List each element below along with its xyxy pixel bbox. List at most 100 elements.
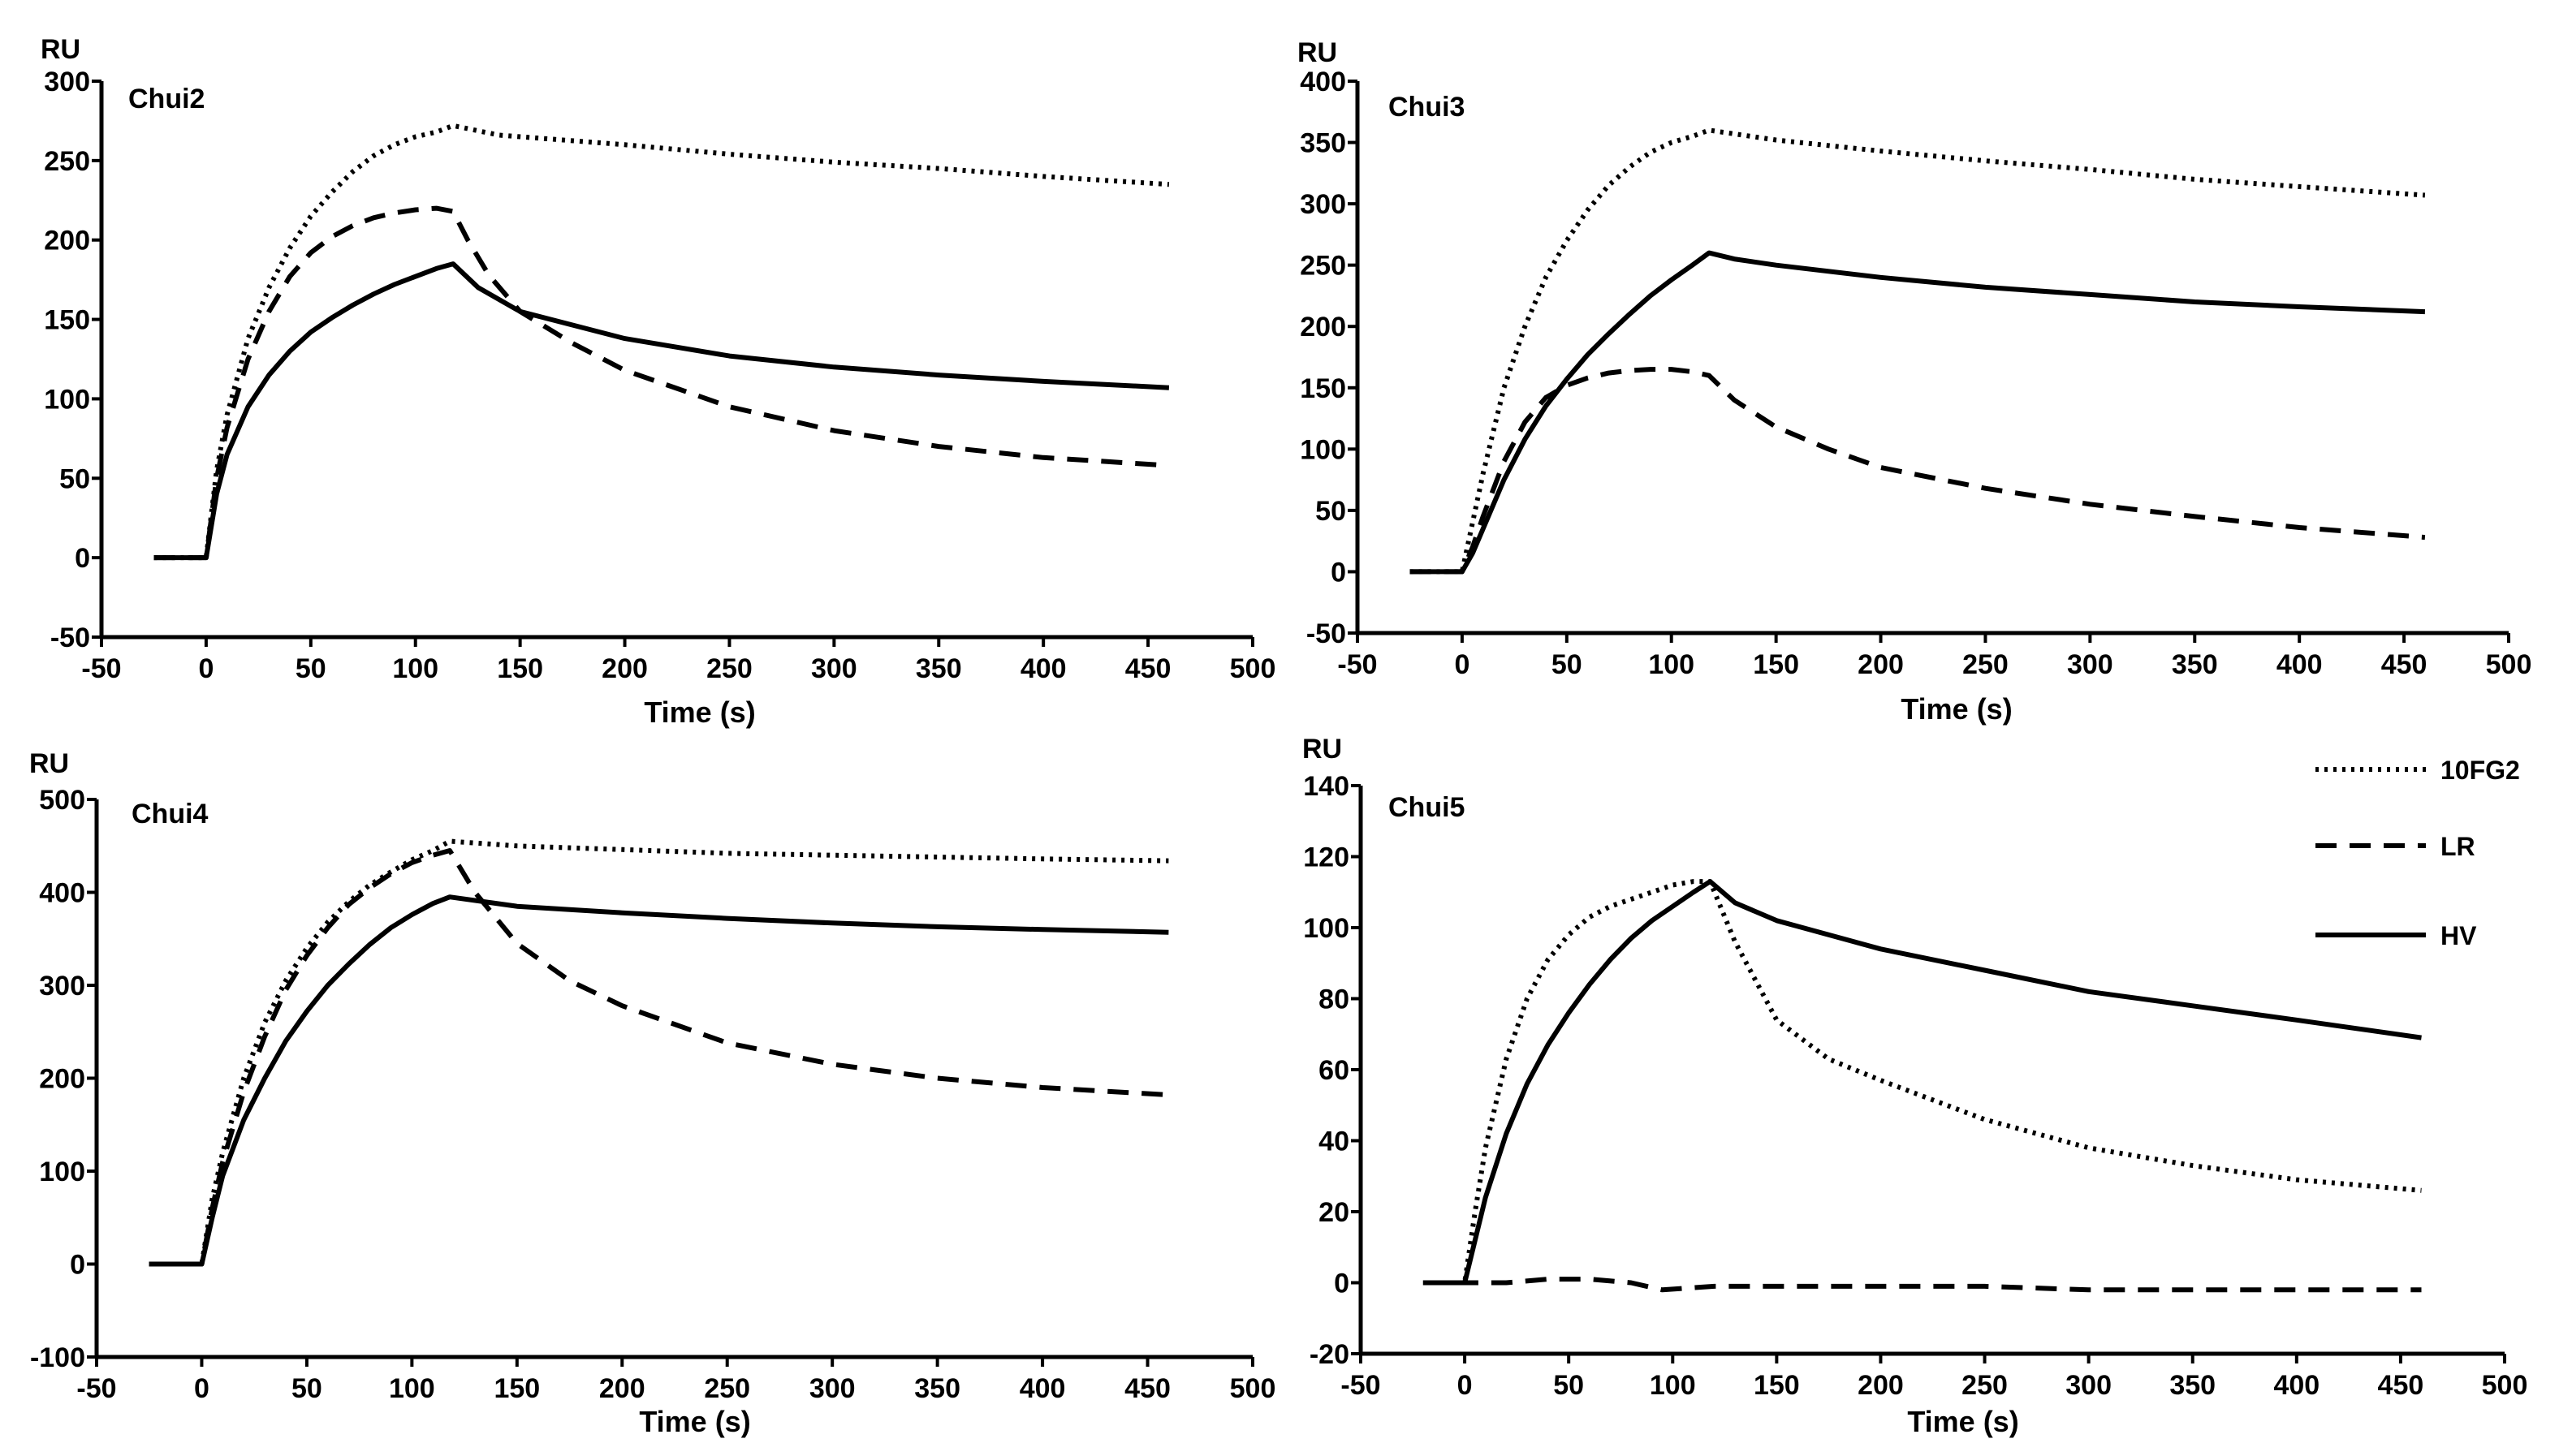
y-tick-label: 250	[1300, 251, 1346, 282]
y-tick-label: 400	[1300, 67, 1346, 97]
panel-chui3: RU Chui3 Time (s) -50 0 50 100 150 200 250 300 3…	[1297, 37, 2531, 726]
x-tick-label: 400	[1020, 1373, 1066, 1404]
y-tick-label: 300	[39, 971, 85, 1002]
y-unit-label: RU	[41, 34, 80, 65]
x-tick-label: 450	[2378, 1370, 2424, 1401]
x-tick-label: 150	[497, 653, 543, 684]
y-unit-label: RU	[1302, 734, 1342, 765]
x-tick-label: 50	[296, 653, 326, 684]
x-tick-label: 450	[2381, 649, 2427, 680]
y-tick-label: 300	[44, 67, 90, 97]
y-tick-label: 50	[1315, 496, 1346, 527]
x-tick-label: 200	[602, 653, 648, 684]
y-tick-label: 0	[75, 543, 90, 574]
series-line-hv	[149, 894, 1169, 1267]
x-tick-label: 0	[198, 653, 214, 684]
x-tick-label: 350	[914, 1373, 960, 1404]
series-line-hv	[1409, 250, 2426, 575]
x-tick-label: 150	[1754, 1370, 1800, 1401]
x-tick-label: 250	[1962, 649, 2009, 680]
series-line-lr	[153, 205, 1170, 561]
x-tick-label: 150	[494, 1373, 540, 1404]
x-tick-label: 250	[706, 653, 753, 684]
y-tick-label: -50	[50, 622, 90, 653]
y-tick-label: 500	[39, 785, 85, 816]
y-tick-label: 100	[1303, 913, 1349, 944]
panel-title: Chui4	[132, 799, 209, 829]
y-tick-label: 120	[1303, 842, 1349, 873]
x-tick-label: 0	[1454, 649, 1469, 680]
x-tick-label: 450	[1125, 653, 1172, 684]
x-tick-label: 100	[389, 1373, 435, 1404]
x-tick-label: 400	[2273, 1370, 2320, 1401]
legend-label-hv: HV	[2440, 921, 2477, 950]
x-axis-label: Time (s)	[1901, 692, 2012, 726]
series-line-hv	[1422, 879, 2422, 1286]
x-axis-label: Time (s)	[1907, 1405, 2018, 1438]
series-line-lr	[149, 848, 1169, 1267]
y-tick-label: 40	[1318, 1126, 1349, 1157]
series-line-hv	[153, 261, 1170, 561]
panel-title: Chui2	[128, 84, 205, 114]
x-tick-label: 450	[1124, 1373, 1171, 1404]
y-unit-label: RU	[1297, 37, 1337, 68]
x-tick-label: 200	[1858, 1370, 1904, 1401]
x-tick-label: 300	[811, 653, 857, 684]
x-tick-label: 250	[704, 1373, 750, 1404]
x-tick-label: 400	[2276, 649, 2323, 680]
panel-title: Chui5	[1388, 792, 1465, 823]
y-tick-label: 0	[1331, 557, 1346, 588]
x-tick-label: 50	[1551, 649, 1582, 680]
x-tick-label: 500	[1230, 1373, 1276, 1404]
y-tick-label: 300	[1300, 189, 1346, 220]
y-tick-label: 140	[1303, 771, 1349, 802]
y-tick-label: 200	[44, 226, 90, 256]
x-tick-label: 500	[2482, 1370, 2528, 1401]
x-tick-label: 150	[1753, 649, 1799, 680]
x-tick-label: -50	[1340, 1370, 1380, 1401]
y-tick-label: 350	[1300, 128, 1346, 159]
x-tick-label: 200	[1858, 649, 1904, 680]
x-tick-label: 300	[2067, 649, 2113, 680]
x-tick-label: 50	[291, 1373, 322, 1404]
panel-chui5: RU Chui5 Time (s) -20 0 20 40 60 80 100 120 140 -…	[1302, 734, 2527, 1438]
x-axis-label: Time (s)	[639, 1405, 750, 1438]
x-tick-label: 100	[1650, 1370, 1696, 1401]
y-tick-label: 200	[1300, 312, 1346, 342]
legend-label-lr: LR	[2440, 832, 2475, 861]
x-tick-label: 50	[1553, 1370, 1584, 1401]
y-tick-label: 0	[70, 1250, 85, 1281]
x-tick-label: -50	[76, 1373, 116, 1404]
x-tick-label: 200	[599, 1373, 645, 1404]
panel-title: Chui3	[1388, 92, 1465, 123]
y-tick-label: 150	[1300, 373, 1346, 404]
x-tick-label: -50	[81, 653, 121, 684]
y-tick-label: 100	[44, 384, 90, 415]
x-tick-label: 500	[1230, 653, 1276, 684]
legend-label-10fg2: 10FG2	[2440, 756, 2520, 785]
x-tick-label: 500	[2486, 649, 2532, 680]
y-tick-label: 80	[1318, 984, 1349, 1015]
x-tick-label: 100	[392, 653, 438, 684]
y-tick-label: 100	[1300, 434, 1346, 465]
y-tick-label: 20	[1318, 1197, 1349, 1228]
x-tick-label: 350	[2169, 1370, 2216, 1401]
y-tick-label: 60	[1318, 1055, 1349, 1086]
y-unit-label: RU	[29, 748, 69, 779]
x-axis-label: Time (s)	[644, 696, 755, 729]
x-tick-label: 350	[916, 653, 962, 684]
x-tick-label: 0	[194, 1373, 209, 1404]
x-tick-label: 0	[1457, 1370, 1473, 1401]
y-tick-label: 50	[59, 463, 90, 494]
y-tick-label: 100	[39, 1157, 85, 1187]
x-tick-label: 100	[1648, 649, 1694, 680]
x-tick-label: 350	[2172, 649, 2218, 680]
x-tick-label: 300	[809, 1373, 856, 1404]
y-tick-label: 400	[39, 878, 85, 909]
x-tick-label: 250	[1961, 1370, 2008, 1401]
panel-chui4: RU Chui4 Time (s) -1000100200300400500-5…	[29, 748, 1275, 1438]
series-line-10fg2	[1409, 127, 2426, 575]
series-line-lr	[1422, 1277, 2422, 1293]
